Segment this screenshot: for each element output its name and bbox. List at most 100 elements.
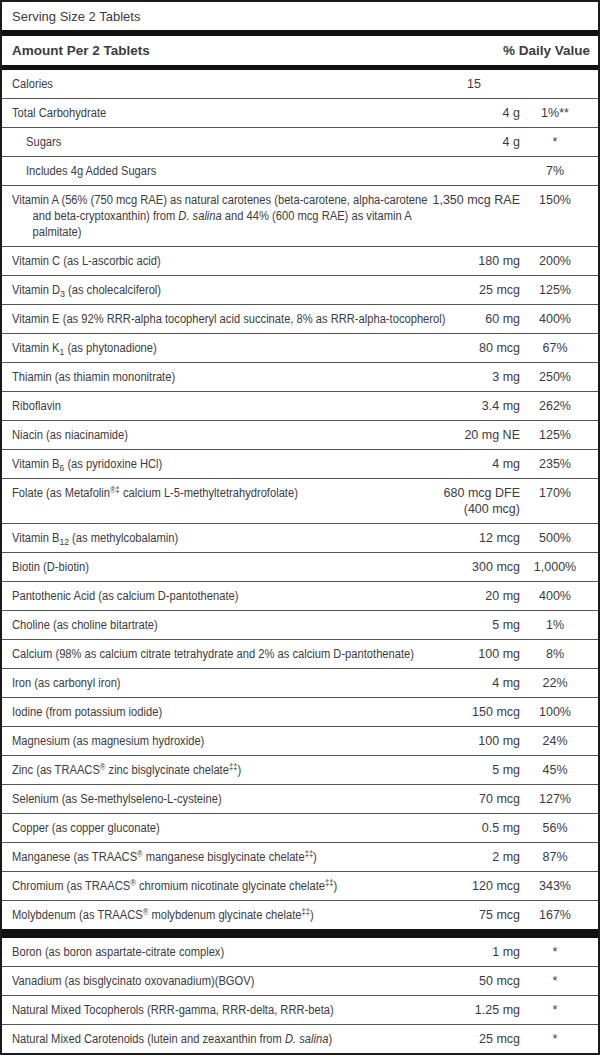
nutrient-daily-value: 100% [520, 704, 590, 720]
table-row: Iodine (from potassium iodide)150 mcg100… [2, 697, 598, 726]
table-header: Amount Per 2 Tablets % Daily Value [2, 36, 598, 65]
nutrient-daily-value: 1% [520, 617, 590, 633]
table-row: Vitamin K1 (as phytonadione)80 mcg67% [2, 333, 598, 362]
nutrient-name: Vitamin A (56% (750 mcg RAE) as natural … [12, 192, 428, 240]
nutrient-name: Vitamin C (as L-ascorbic acid) [12, 253, 428, 269]
table-row: Boron (as boron aspartate-citrate comple… [2, 938, 598, 966]
table-row: Biotin (D-biotin)300 mcg1,000% [2, 552, 598, 581]
nutrient-name: Natural Mixed Carotenoids (lutein and ze… [12, 1031, 428, 1047]
serving-size-text: Serving Size 2 Tablets [2, 2, 598, 30]
table-row: Calories15 [2, 70, 598, 98]
nutrient-name: Sugars [26, 134, 428, 150]
nutrient-name: Chromium (as TRAACS® chromium nicotinate… [12, 878, 428, 894]
nutrient-name: Niacin (as niacinamide) [12, 427, 428, 443]
nutrient-name: Zinc (as TRAACS® zinc bisglycinate chela… [12, 762, 428, 778]
nutrient-name: Calories [12, 76, 428, 92]
table-row: Riboflavin3.4 mg262% [2, 391, 598, 420]
table-row: Selenium (as Se-methylseleno-L-cysteine)… [2, 784, 598, 813]
table-row: Magnesium (as magnesium hydroxide)100 mg… [2, 726, 598, 755]
table-row: Vitamin B12 (as methylcobalamin)12 mcg50… [2, 523, 598, 552]
daily-value-column-header: % Daily Value [503, 42, 590, 59]
nutrient-daily-value: 262% [520, 398, 590, 414]
nutrient-name: Choline (as choline bitartrate) [12, 617, 428, 633]
nutrient-daily-value: 400% [520, 588, 590, 604]
nutrient-daily-value: 125% [520, 282, 590, 298]
nutrient-name: Selenium (as Se-methylseleno-L-cysteine) [12, 791, 428, 807]
nutrient-name: Thiamin (as thiamin mononitrate) [12, 369, 428, 385]
supplement-facts-label: Serving Size 2 Tablets Amount Per 2 Tabl… [0, 0, 600, 1055]
table-row: Vitamin C (as L-ascorbic acid)180 mg200% [2, 246, 598, 275]
nutrient-name: Vitamin B12 (as methylcobalamin) [12, 530, 428, 546]
nutrient-daily-value: 1,000% [520, 559, 590, 575]
nutrient-daily-value: * [520, 134, 590, 150]
section-divider-bar [2, 929, 598, 938]
nutrient-name: Pantothenic Acid (as calcium D-pantothen… [12, 588, 428, 604]
nutrient-daily-value: 127% [520, 791, 590, 807]
nutrient-daily-value: 22% [520, 675, 590, 691]
table-row: Chromium (as TRAACS® chromium nicotinate… [2, 871, 598, 900]
table-row: Vitamin B6 (as pyridoxine HCl)4 mg235% [2, 449, 598, 478]
nutrient-daily-value: 250% [520, 369, 590, 385]
table-row: Vitamin D3 (as cholecalciferol)25 mcg125… [2, 275, 598, 304]
nutrient-daily-value: 167% [520, 907, 590, 923]
nutrient-daily-value: 500% [520, 530, 590, 546]
rows: Calories15Total Carbohydrate4 g1%**Sugar… [2, 70, 598, 1053]
table-row: Includes 4g Added Sugars 7% [2, 156, 598, 185]
nutrient-name: Biotin (D-biotin) [12, 559, 428, 575]
nutrient-name: Vitamin D3 (as cholecalciferol) [12, 282, 428, 298]
nutrient-daily-value: * [520, 973, 590, 989]
nutrient-name: Vitamin B6 (as pyridoxine HCl) [12, 456, 428, 472]
nutrient-daily-value: 87% [520, 849, 590, 865]
table-row: Natural Mixed Carotenoids (lutein and ze… [2, 1024, 598, 1053]
table-row: Molybdenum (as TRAACS® molybdenum glycin… [2, 900, 598, 929]
table-row: Copper (as copper gluconate)0.5 mg56% [2, 813, 598, 842]
nutrient-name: Iodine (from potassium iodide) [12, 704, 428, 720]
table-row: Calcium (98% as calcium citrate tetrahyd… [2, 639, 598, 668]
nutrient-name: Includes 4g Added Sugars [26, 163, 428, 179]
table-row: Folate (as Metafolin®‡ calcium L-5-methy… [2, 478, 598, 523]
table-row: Thiamin (as thiamin mononitrate)3 mg250% [2, 362, 598, 391]
nutrient-daily-value: * [520, 1002, 590, 1018]
nutrient-name: Vitamin K1 (as phytonadione) [12, 340, 428, 356]
nutrient-name: Iron (as carbonyl iron) [12, 675, 428, 691]
table-row: Iron (as carbonyl iron)4 mg22% [2, 668, 598, 697]
nutrient-daily-value: 400% [520, 311, 590, 327]
nutrient-daily-value: 235% [520, 456, 590, 472]
nutrient-name: Magnesium (as magnesium hydroxide) [12, 733, 428, 749]
nutrient-daily-value: 8% [520, 646, 590, 662]
nutrient-daily-value: 170% [520, 485, 590, 501]
nutrient-daily-value: 1%** [520, 105, 590, 121]
table-row: Vanadium (as bisglycinato oxovanadium)(B… [2, 966, 598, 995]
nutrient-name: Molybdenum (as TRAACS® molybdenum glycin… [12, 907, 428, 923]
nutrient-daily-value: 200% [520, 253, 590, 269]
table-row: Natural Mixed Tocopherols (RRR-gamma, RR… [2, 995, 598, 1024]
nutrient-name: Copper (as copper gluconate) [12, 820, 428, 836]
amount-column-header: Amount Per 2 Tablets [12, 42, 150, 59]
nutrient-name: Riboflavin [12, 398, 428, 414]
table-row: Zinc (as TRAACS® zinc bisglycinate chela… [2, 755, 598, 784]
nutrient-name: Folate (as Metafolin®‡ calcium L-5-methy… [12, 485, 428, 501]
nutrient-name: Manganese (as TRAACS® manganese bisglyci… [12, 849, 428, 865]
table-row: Pantothenic Acid (as calcium D-pantothen… [2, 581, 598, 610]
table-row: Choline (as choline bitartrate)5 mg1% [2, 610, 598, 639]
table-row: Manganese (as TRAACS® manganese bisglyci… [2, 842, 598, 871]
nutrient-daily-value: 343% [520, 878, 590, 894]
nutrient-daily-value: 24% [520, 733, 590, 749]
nutrient-daily-value: 125% [520, 427, 590, 443]
nutrient-name: Vitamin E (as 92% RRR-alpha tocopheryl a… [12, 311, 428, 327]
table-row: Niacin (as niacinamide)20 mg NE125% [2, 420, 598, 449]
table-row: Vitamin A (56% (750 mcg RAE) as natural … [2, 185, 598, 246]
nutrient-name: Calcium (98% as calcium citrate tetrahyd… [12, 646, 428, 662]
nutrient-daily-value: * [520, 944, 590, 960]
nutrient-name: Natural Mixed Tocopherols (RRR-gamma, RR… [12, 1002, 428, 1018]
nutrient-daily-value: * [520, 1031, 590, 1047]
nutrient-daily-value: 7% [520, 163, 590, 179]
table-row: Vitamin E (as 92% RRR-alpha tocopheryl a… [2, 304, 598, 333]
nutrient-daily-value: 150% [520, 192, 590, 208]
nutrient-name: Boron (as boron aspartate-citrate comple… [12, 944, 428, 960]
table-row: Total Carbohydrate4 g1%** [2, 98, 598, 127]
nutrient-daily-value: 56% [520, 820, 590, 836]
nutrient-daily-value: 45% [520, 762, 590, 778]
table-row: Sugars4 g* [2, 127, 598, 156]
nutrient-name: Vanadium (as bisglycinato oxovanadium)(B… [12, 973, 428, 989]
